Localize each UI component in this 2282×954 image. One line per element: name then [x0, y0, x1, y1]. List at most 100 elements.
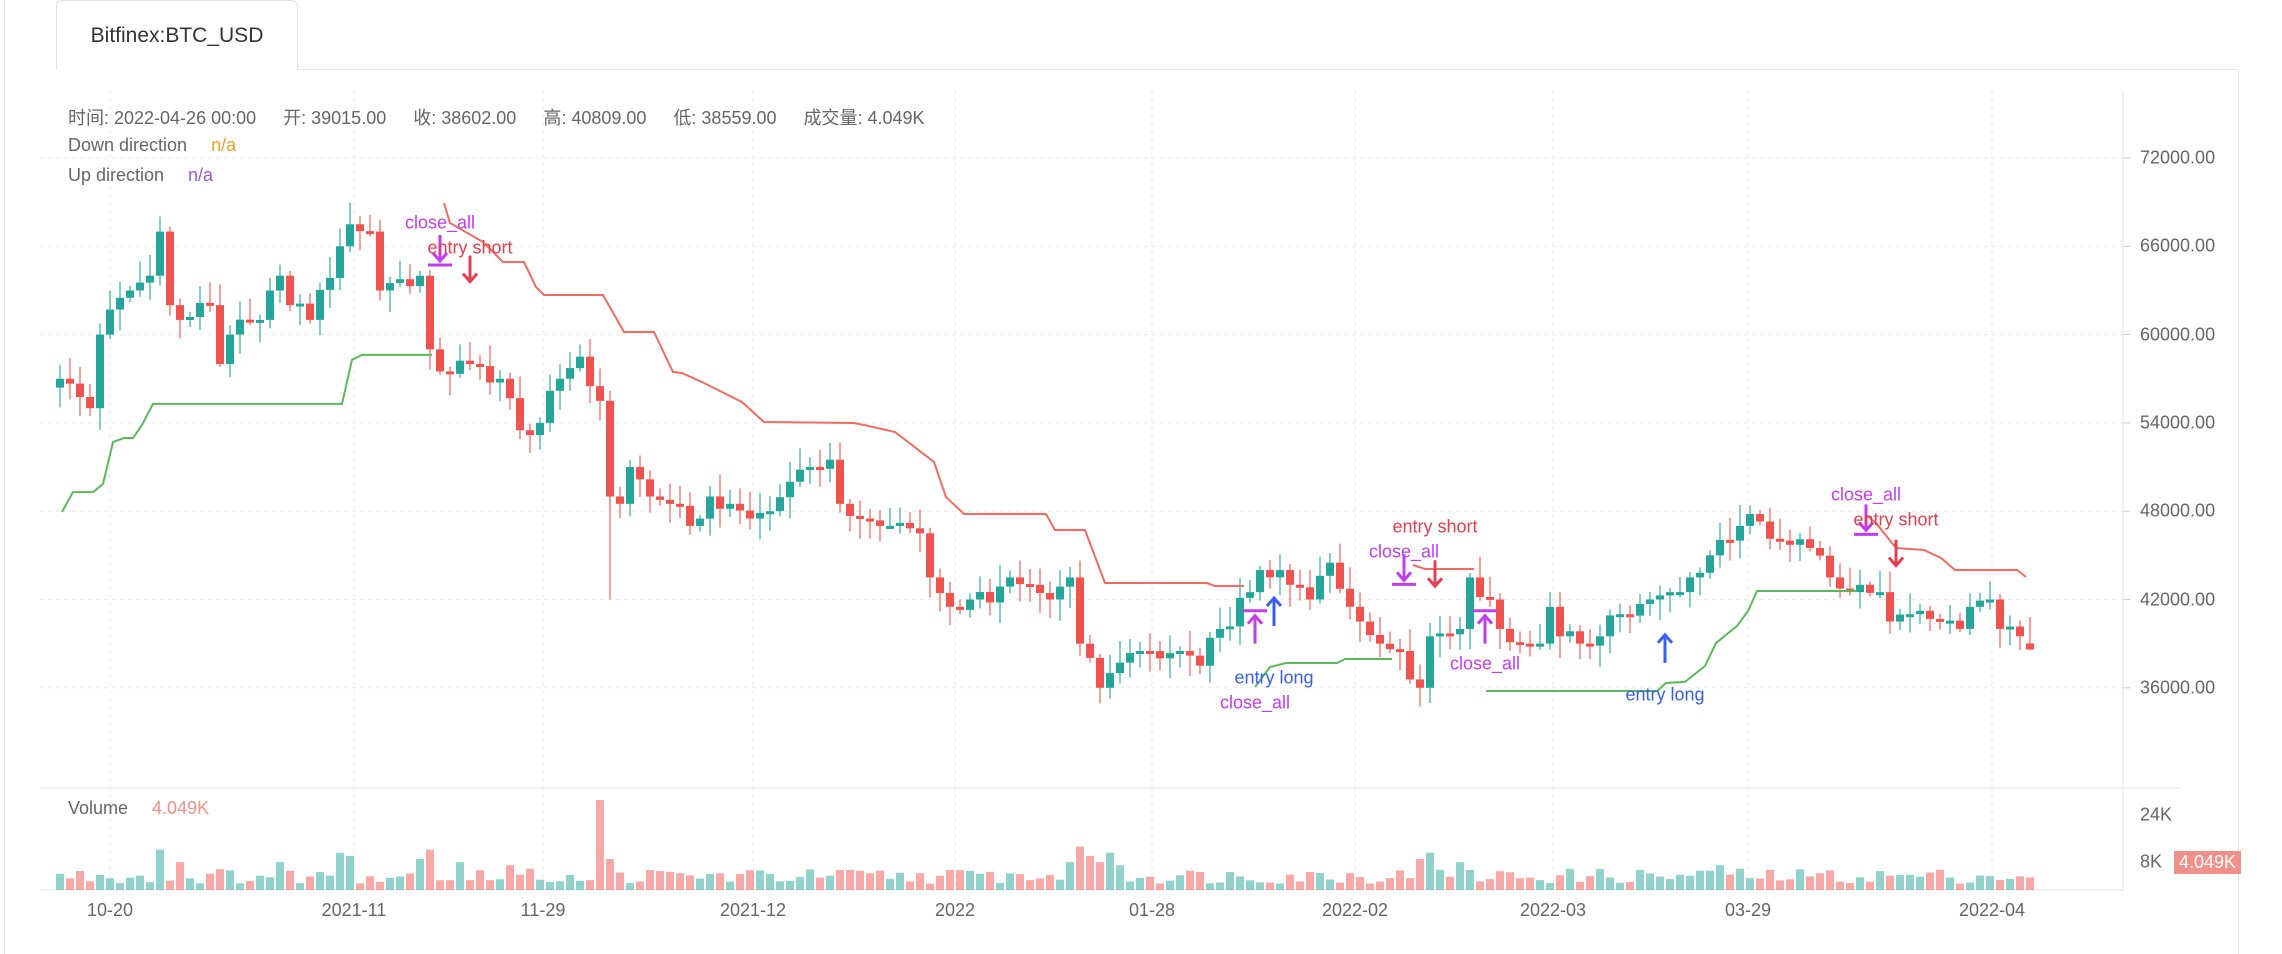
candle-body — [1216, 628, 1224, 638]
volume-bar — [1606, 877, 1614, 890]
volume-bar — [1306, 872, 1314, 890]
candle-body — [1666, 592, 1674, 596]
tab-divider — [298, 69, 2238, 70]
arrow-up-icon — [1265, 595, 1283, 608]
signal-label-close-all: close_all — [1449, 653, 1521, 674]
volume-bar — [366, 876, 374, 890]
candle-body — [736, 503, 744, 511]
volume-bar — [1926, 872, 1934, 890]
candle-body — [1906, 614, 1914, 618]
candle-body — [946, 592, 954, 607]
candle-body — [1766, 521, 1774, 539]
candle-body — [1326, 562, 1334, 576]
volume-bar — [966, 870, 974, 890]
volume-bar — [2006, 878, 2014, 890]
volume-bar — [1796, 869, 1804, 890]
volume-bar — [346, 855, 354, 890]
volume-bar — [1506, 872, 1514, 890]
volume-bar — [596, 800, 604, 890]
candle-body — [796, 469, 804, 482]
candle-body — [486, 366, 494, 383]
candle-body — [1196, 655, 1204, 666]
candle-body — [616, 496, 624, 504]
volume-bar — [686, 875, 694, 890]
ohlc-info-line: 时间: 2022-04-26 00:00 开: 39015.00 收: 3860… — [68, 104, 947, 130]
volume-bar — [586, 880, 594, 890]
volume-bar — [1196, 871, 1204, 890]
volume-bar — [1916, 876, 1924, 890]
candle-body — [1596, 636, 1604, 646]
candle-body — [906, 522, 914, 529]
candle-body — [586, 356, 594, 387]
candle-body — [1226, 626, 1234, 630]
volume-bar — [66, 878, 74, 890]
volume-bar — [1426, 852, 1434, 890]
candle-body — [1086, 643, 1094, 658]
volume-bar — [1416, 859, 1424, 890]
volume-bar — [1136, 877, 1144, 890]
time-tick-label: 2021-11 — [321, 900, 387, 920]
volume-bar — [1486, 879, 1494, 890]
volume-bar — [1566, 868, 1574, 890]
volume-bar — [946, 869, 954, 890]
volume-bar — [566, 874, 574, 890]
volume-bar — [1546, 883, 1554, 890]
volume-bar — [616, 872, 624, 890]
volume-bar — [296, 883, 304, 890]
down-direction-line — [443, 202, 1244, 588]
volume-bar — [706, 874, 714, 890]
candle-body — [1896, 614, 1904, 622]
price-tick-label: 66000.00 — [2140, 235, 2216, 256]
volume-bar — [1316, 872, 1324, 890]
volume-bar — [1186, 870, 1194, 890]
candle-body — [1376, 635, 1384, 644]
volume-bar — [1776, 880, 1784, 890]
volume-bar — [76, 870, 84, 890]
candle-body — [706, 496, 714, 519]
volume-bar — [1746, 878, 1754, 890]
candle-body — [126, 290, 134, 298]
candle-body — [1016, 577, 1024, 585]
volume-bar — [756, 870, 764, 890]
time-tick-label: 2022 — [934, 900, 976, 920]
signal-label-close-all: close_all — [1219, 692, 1291, 713]
volume-bar — [1446, 876, 1454, 890]
candle-body — [986, 592, 994, 603]
signal-label-entry-long: entry long — [1234, 667, 1314, 688]
candle-body — [1106, 673, 1114, 688]
candle-body — [1486, 596, 1494, 600]
tab-symbol[interactable]: Bitfinex:BTC_USD — [56, 0, 298, 70]
candle-body — [366, 231, 374, 235]
candle-body — [626, 467, 634, 504]
volume-bar — [786, 880, 794, 890]
volume-bar — [316, 872, 324, 890]
candle-body — [426, 275, 434, 350]
candle-body — [1916, 610, 1924, 615]
candle-body — [526, 430, 534, 436]
candle-body — [1126, 653, 1134, 663]
volume-bar — [556, 881, 564, 890]
candle-body — [2016, 626, 2024, 637]
candle-body — [276, 275, 284, 291]
candle-body — [776, 497, 784, 512]
candle-body — [1676, 592, 1684, 596]
volume-bar — [536, 879, 544, 890]
candle-body — [816, 467, 824, 471]
volume-bar — [1116, 865, 1124, 890]
candle-body — [456, 360, 464, 374]
candle-body — [826, 459, 834, 469]
volume-bar — [526, 868, 534, 890]
volume-bar — [646, 869, 654, 890]
candle-body — [176, 305, 184, 320]
candle-body — [1826, 555, 1834, 578]
candle-body — [1956, 620, 1964, 629]
signal-label-close-all: close_all — [1368, 541, 1440, 562]
candle-body — [1306, 587, 1314, 600]
volume-bar — [106, 878, 114, 890]
candle-body — [1496, 599, 1504, 629]
volume-tick-24k: 24K — [2140, 804, 2173, 825]
candle-body — [1476, 577, 1484, 597]
candle-body — [316, 289, 324, 320]
arrow-up-icon — [1246, 613, 1264, 625]
